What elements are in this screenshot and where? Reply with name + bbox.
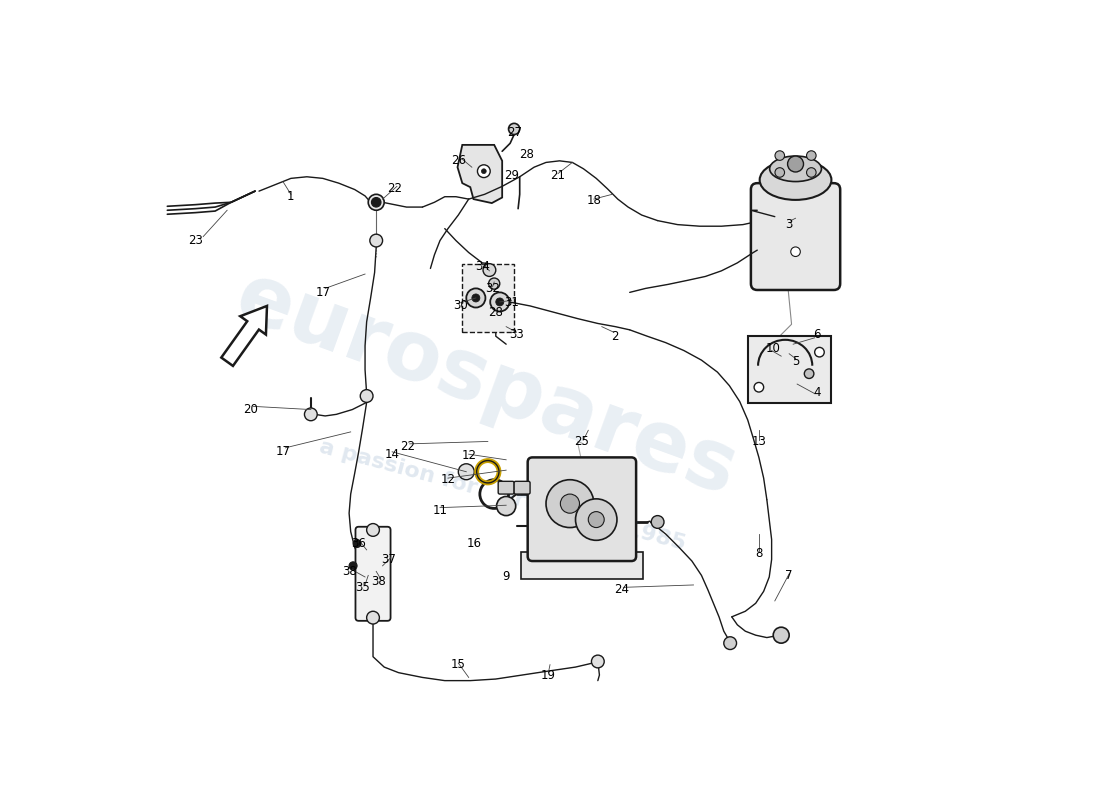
FancyBboxPatch shape: [520, 552, 644, 579]
Circle shape: [368, 194, 384, 210]
Text: 11: 11: [432, 503, 448, 517]
Text: 36: 36: [351, 537, 366, 550]
Circle shape: [575, 499, 617, 540]
Circle shape: [588, 512, 604, 527]
Text: eurospares: eurospares: [224, 256, 748, 512]
Circle shape: [372, 198, 381, 207]
FancyBboxPatch shape: [751, 183, 840, 290]
Circle shape: [480, 480, 508, 509]
Circle shape: [546, 480, 594, 527]
Text: 28: 28: [518, 148, 534, 161]
Text: 18: 18: [586, 194, 602, 207]
Polygon shape: [458, 145, 503, 203]
FancyBboxPatch shape: [355, 526, 390, 621]
Circle shape: [491, 292, 509, 311]
Circle shape: [804, 369, 814, 378]
Circle shape: [366, 611, 379, 624]
Circle shape: [488, 278, 499, 289]
Text: 25: 25: [574, 435, 590, 448]
Text: 26: 26: [451, 154, 465, 167]
Circle shape: [361, 390, 373, 402]
Text: 3: 3: [785, 218, 793, 231]
Text: 14: 14: [385, 448, 399, 461]
Text: 20: 20: [243, 403, 258, 416]
Circle shape: [477, 165, 491, 178]
Text: 4: 4: [813, 386, 821, 398]
Text: 34: 34: [475, 259, 490, 273]
Ellipse shape: [770, 156, 822, 182]
Text: 17: 17: [275, 446, 290, 458]
Circle shape: [370, 234, 383, 247]
Text: 38: 38: [371, 575, 386, 588]
Text: 10: 10: [766, 342, 781, 354]
Circle shape: [791, 247, 801, 257]
Text: 33: 33: [509, 328, 524, 341]
Circle shape: [483, 264, 496, 277]
Circle shape: [806, 168, 816, 178]
Circle shape: [496, 497, 516, 515]
Text: 22: 22: [400, 440, 416, 453]
Text: 32: 32: [485, 282, 501, 295]
Circle shape: [560, 494, 580, 514]
Text: 21: 21: [550, 169, 565, 182]
Text: 19: 19: [541, 669, 556, 682]
Text: 12: 12: [440, 474, 455, 486]
Text: 37: 37: [382, 553, 396, 566]
Text: 27: 27: [507, 126, 521, 139]
Text: 30: 30: [453, 299, 469, 313]
Text: 5: 5: [792, 355, 800, 368]
Circle shape: [806, 150, 816, 160]
Circle shape: [651, 515, 664, 528]
Text: 1: 1: [287, 190, 295, 203]
Circle shape: [366, 523, 379, 536]
Text: 2: 2: [612, 330, 619, 342]
Circle shape: [788, 156, 803, 172]
Circle shape: [482, 169, 486, 174]
Text: 28: 28: [488, 306, 503, 319]
FancyBboxPatch shape: [748, 336, 830, 403]
Text: 22: 22: [387, 182, 402, 195]
Text: 7: 7: [785, 569, 793, 582]
Text: 31: 31: [504, 296, 519, 310]
Text: 29: 29: [504, 169, 519, 182]
Circle shape: [776, 168, 784, 178]
Text: 23: 23: [188, 234, 202, 247]
FancyBboxPatch shape: [462, 264, 514, 332]
FancyBboxPatch shape: [514, 482, 530, 494]
Text: 17: 17: [316, 286, 330, 299]
Circle shape: [776, 150, 784, 160]
Circle shape: [353, 539, 361, 547]
Polygon shape: [221, 306, 267, 366]
FancyBboxPatch shape: [528, 458, 636, 561]
Circle shape: [724, 637, 737, 650]
Text: 8: 8: [756, 546, 762, 559]
Text: 12: 12: [461, 450, 476, 462]
Text: 16: 16: [466, 537, 482, 550]
Text: 6: 6: [813, 328, 821, 341]
Circle shape: [459, 464, 474, 480]
Circle shape: [472, 294, 480, 302]
Ellipse shape: [760, 160, 832, 200]
Text: 38: 38: [342, 565, 356, 578]
Text: 24: 24: [614, 583, 629, 596]
Circle shape: [815, 347, 824, 357]
Circle shape: [496, 298, 504, 306]
Text: 13: 13: [751, 435, 767, 448]
Text: 9: 9: [503, 570, 510, 583]
Circle shape: [773, 627, 789, 643]
Circle shape: [349, 562, 358, 570]
Text: 15: 15: [451, 658, 465, 671]
Circle shape: [592, 655, 604, 668]
Text: 35: 35: [355, 581, 370, 594]
Text: a passion for parts since 1985: a passion for parts since 1985: [317, 437, 688, 554]
Circle shape: [466, 288, 485, 307]
Circle shape: [508, 123, 519, 134]
Circle shape: [305, 408, 317, 421]
Circle shape: [755, 382, 763, 392]
FancyBboxPatch shape: [498, 482, 514, 494]
